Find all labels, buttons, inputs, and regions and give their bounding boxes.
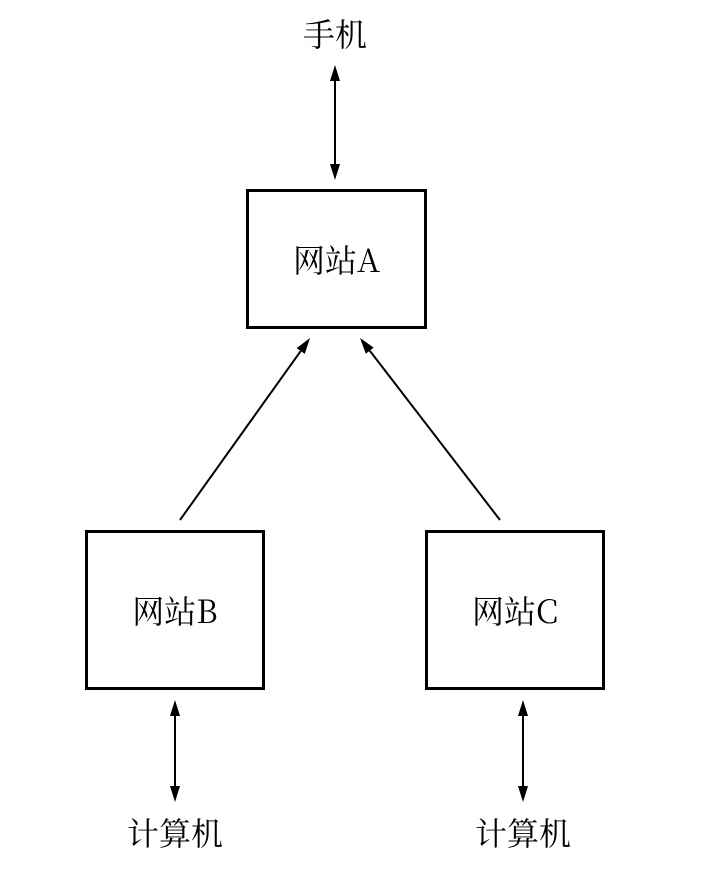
node-site-b: 网站B [85,530,265,690]
node-site-c-label: 网站C [472,587,558,633]
node-site-c: 网站C [425,530,605,690]
label-computer-right-text: 计算机 [475,809,571,855]
arrowhead-compR-siteC [518,700,528,716]
edge-siteB-siteA [180,351,301,520]
node-site-a: 网站A [246,189,427,329]
arrowhead-siteB-siteA [297,338,310,354]
arrowhead-siteC-siteA [360,338,374,354]
arrowhead-compL-siteB [170,700,180,716]
node-site-b-label: 网站B [132,587,217,633]
arrowhead-compR-siteC [518,786,528,802]
arrowhead-phone-siteA [330,164,340,180]
node-site-a-label: 网站A [293,236,380,282]
arrowhead-compL-siteB [170,786,180,802]
label-phone-text: 手机 [303,10,367,56]
label-computer-left-text: 计算机 [127,809,223,855]
arrowhead-phone-siteA [330,65,340,81]
diagram-canvas: 网站A 网站B 网站C 手机 计算机 计算机 [0,0,711,884]
edge-siteC-siteA [370,351,500,520]
edges-layer [0,0,711,884]
label-computer-left: 计算机 [127,809,223,855]
label-computer-right: 计算机 [475,809,571,855]
label-phone: 手机 [303,10,367,56]
